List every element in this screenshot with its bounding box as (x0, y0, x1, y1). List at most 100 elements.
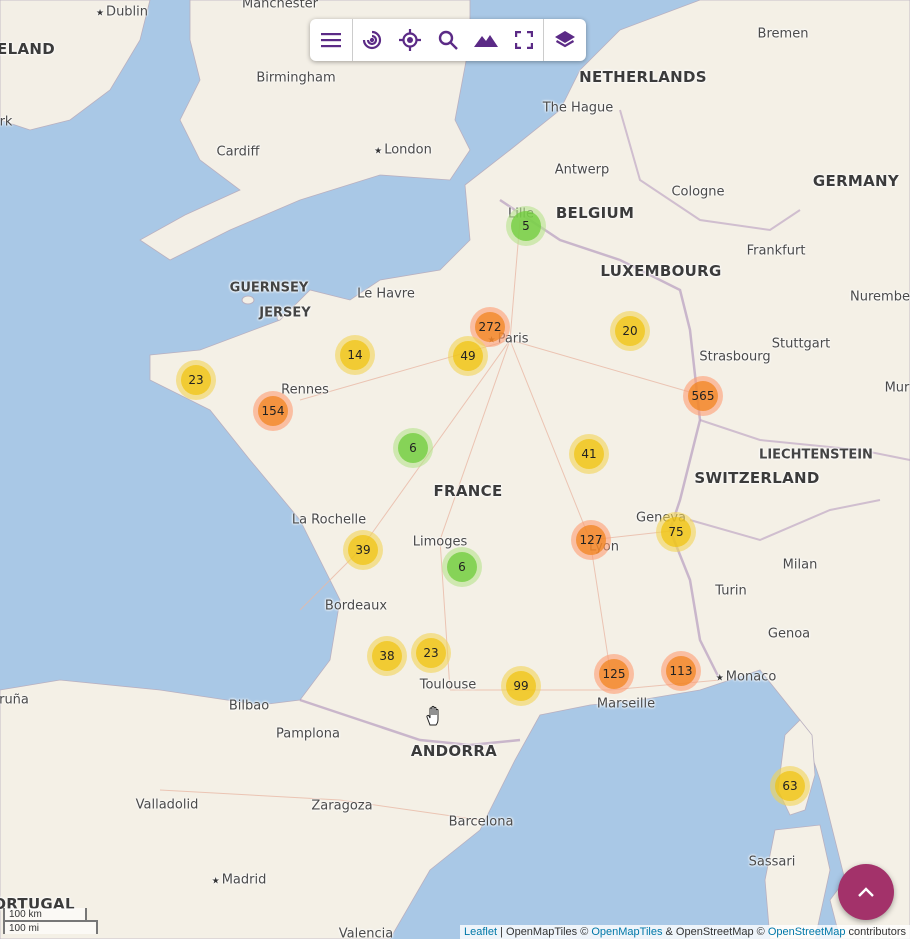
place-label-rennes: Rennes (281, 382, 329, 398)
cluster-count: 6 (398, 433, 428, 463)
marker-cluster-champagne[interactable]: 20 (610, 311, 650, 351)
place-label-jersey: JERSEY (259, 305, 311, 321)
map-scale: 100 km 100 mi (3, 908, 98, 934)
locate-button[interactable] (391, 19, 429, 61)
place-label-belgium: BELGIUM (555, 204, 635, 222)
layers-button[interactable] (544, 19, 586, 61)
cluster-count: 23 (181, 365, 211, 395)
place-label-genoa: Genoa (767, 626, 811, 642)
cluster-count: 125 (599, 659, 629, 689)
place-label-bremen: Bremen (757, 26, 809, 42)
marker-cluster-nice[interactable]: 113 (661, 651, 701, 691)
place-label-birmingham: Birmingham (256, 70, 336, 86)
place-label-pamplona: Pamplona (276, 726, 340, 742)
place-label-rk: rk (0, 114, 13, 130)
marker-cluster-toulouse[interactable]: 23 (411, 633, 451, 673)
place-label-toulouse: Toulouse (419, 677, 477, 693)
place-label-madrid: Madrid (212, 873, 267, 888)
place-label-germany: GERMANY (812, 172, 900, 190)
marker-cluster-idf-west[interactable]: 49 (448, 336, 488, 376)
cluster-count: 6 (447, 552, 477, 582)
layers-icon (555, 31, 575, 48)
cluster-count: 127 (576, 525, 606, 555)
place-label-limoges: Limoges (412, 534, 468, 550)
cluster-count: 5 (511, 211, 541, 241)
place-label-france: FRANCE (433, 482, 503, 500)
search-button[interactable] (429, 19, 467, 61)
mountain-icon (474, 35, 498, 47)
spiral-icon (362, 30, 382, 50)
cluster-count: 39 (348, 535, 378, 565)
chevron-up-icon (858, 887, 874, 897)
place-label-eland: ELAND (0, 40, 55, 58)
place-label-lehavre: Le Havre (357, 286, 415, 302)
attribution-text-1: | OpenMapTiles © (497, 926, 592, 938)
menu-button[interactable] (310, 19, 353, 61)
marker-cluster-lyon[interactable]: 127 (571, 520, 611, 560)
cluster-count: 75 (661, 517, 691, 547)
cluster-count: 38 (372, 641, 402, 671)
place-label-antwerp: Antwerp (554, 162, 610, 178)
cluster-count: 272 (475, 312, 505, 342)
place-label-bilbao: Bilbao (228, 698, 270, 714)
cluster-count: 23 (416, 638, 446, 668)
cluster-count: 154 (258, 396, 288, 426)
cluster-count: 41 (574, 439, 604, 469)
scale-mi: 100 mi (3, 920, 98, 934)
place-label-stuttgart: Stuttgart (771, 336, 831, 352)
leaflet-link[interactable]: Leaflet (464, 926, 498, 938)
scroll-up-button[interactable] (838, 864, 894, 920)
place-label-luxembourg: LUXEMBOURG (600, 262, 722, 280)
marker-cluster-gascony[interactable]: 38 (367, 636, 407, 676)
place-label-nuremberg: Nurembe (850, 289, 910, 305)
toolbar-divider (543, 19, 544, 61)
cluster-count: 565 (688, 381, 718, 411)
openstreetmap-link[interactable]: OpenStreetMap (767, 926, 846, 938)
marker-cluster-normandy[interactable]: 14 (335, 335, 375, 375)
marker-cluster-burgundy[interactable]: 41 (569, 434, 609, 474)
marker-cluster-brittany[interactable]: 154 (253, 391, 293, 431)
openmaptiles-link[interactable]: OpenMapTiles (591, 926, 663, 938)
place-label-valladolid: Valladolid (135, 797, 199, 813)
place-label-london: London (374, 143, 432, 158)
marker-cluster-geneva[interactable]: 75 (656, 512, 696, 552)
attribution-text-3: contributors (845, 926, 906, 938)
place-label-netherlands: NETHERLANDS (579, 68, 707, 86)
place-label-liechtenstein: LIECHTENSTEIN (759, 447, 873, 463)
cluster-count: 20 (615, 316, 645, 346)
attribution: Leaflet | OpenMapTiles © OpenMapTiles & … (460, 925, 910, 939)
hand-cursor-icon (426, 705, 439, 726)
marker-cluster-corsica[interactable]: 63 (770, 766, 810, 806)
cluster-count: 14 (340, 340, 370, 370)
place-label-thehague: The Hague (542, 100, 614, 116)
marker-cluster-marseille[interactable]: 125 (594, 654, 634, 694)
marker-cluster-paris[interactable]: 272 (470, 307, 510, 347)
marker-cluster-brittany-west[interactable]: 23 (176, 360, 216, 400)
place-label-dublin: Dublin (96, 5, 148, 20)
marker-cluster-montpellier[interactable]: 99 (501, 666, 541, 706)
search-icon (438, 30, 458, 50)
nearby-button[interactable] (353, 19, 391, 61)
place-label-marseille: Marseille (596, 696, 656, 712)
hamburger-menu-icon (321, 33, 341, 48)
place-label-zaragoza: Zaragoza (311, 798, 373, 814)
marker-cluster-lille[interactable]: 5 (506, 206, 546, 246)
attribution-text-2: & OpenStreetMap © (662, 926, 768, 938)
fullscreen-icon (515, 31, 533, 49)
marker-cluster-alsace[interactable]: 565 (683, 376, 723, 416)
cluster-count: 113 (666, 656, 696, 686)
place-label-cardiff: Cardiff (216, 144, 260, 160)
place-label-runa: ruña (0, 692, 29, 708)
place-label-cologne: Cologne (671, 184, 725, 200)
place-label-turin: Turin (715, 583, 747, 599)
marker-cluster-charente[interactable]: 39 (343, 530, 383, 570)
place-label-switzerland: SWITZERLAND (694, 469, 820, 487)
fullscreen-button[interactable] (505, 19, 543, 61)
place-label-milan: Milan (782, 557, 818, 573)
marker-cluster-limousin[interactable]: 6 (442, 547, 482, 587)
terrain-button[interactable] (467, 19, 505, 61)
marker-cluster-loire[interactable]: 6 (393, 428, 433, 468)
cluster-count: 49 (453, 341, 483, 371)
